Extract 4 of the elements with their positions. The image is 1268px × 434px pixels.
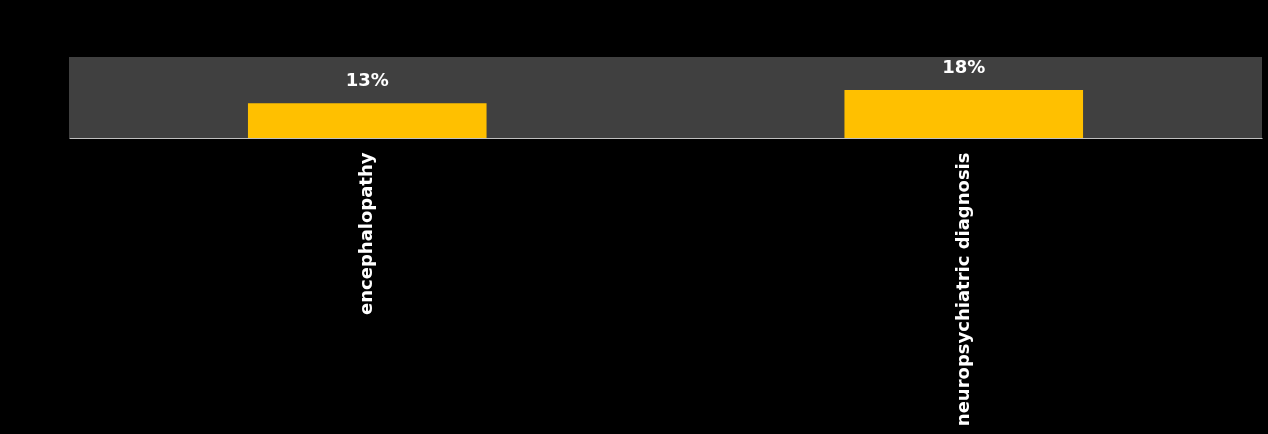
- x-tick-label: encephalopathy: [355, 152, 377, 315]
- x-tick-label: neuropsychiatric diagnosis: [951, 152, 973, 427]
- data-label: 18%: [942, 56, 986, 77]
- data-label: 13%: [345, 69, 389, 91]
